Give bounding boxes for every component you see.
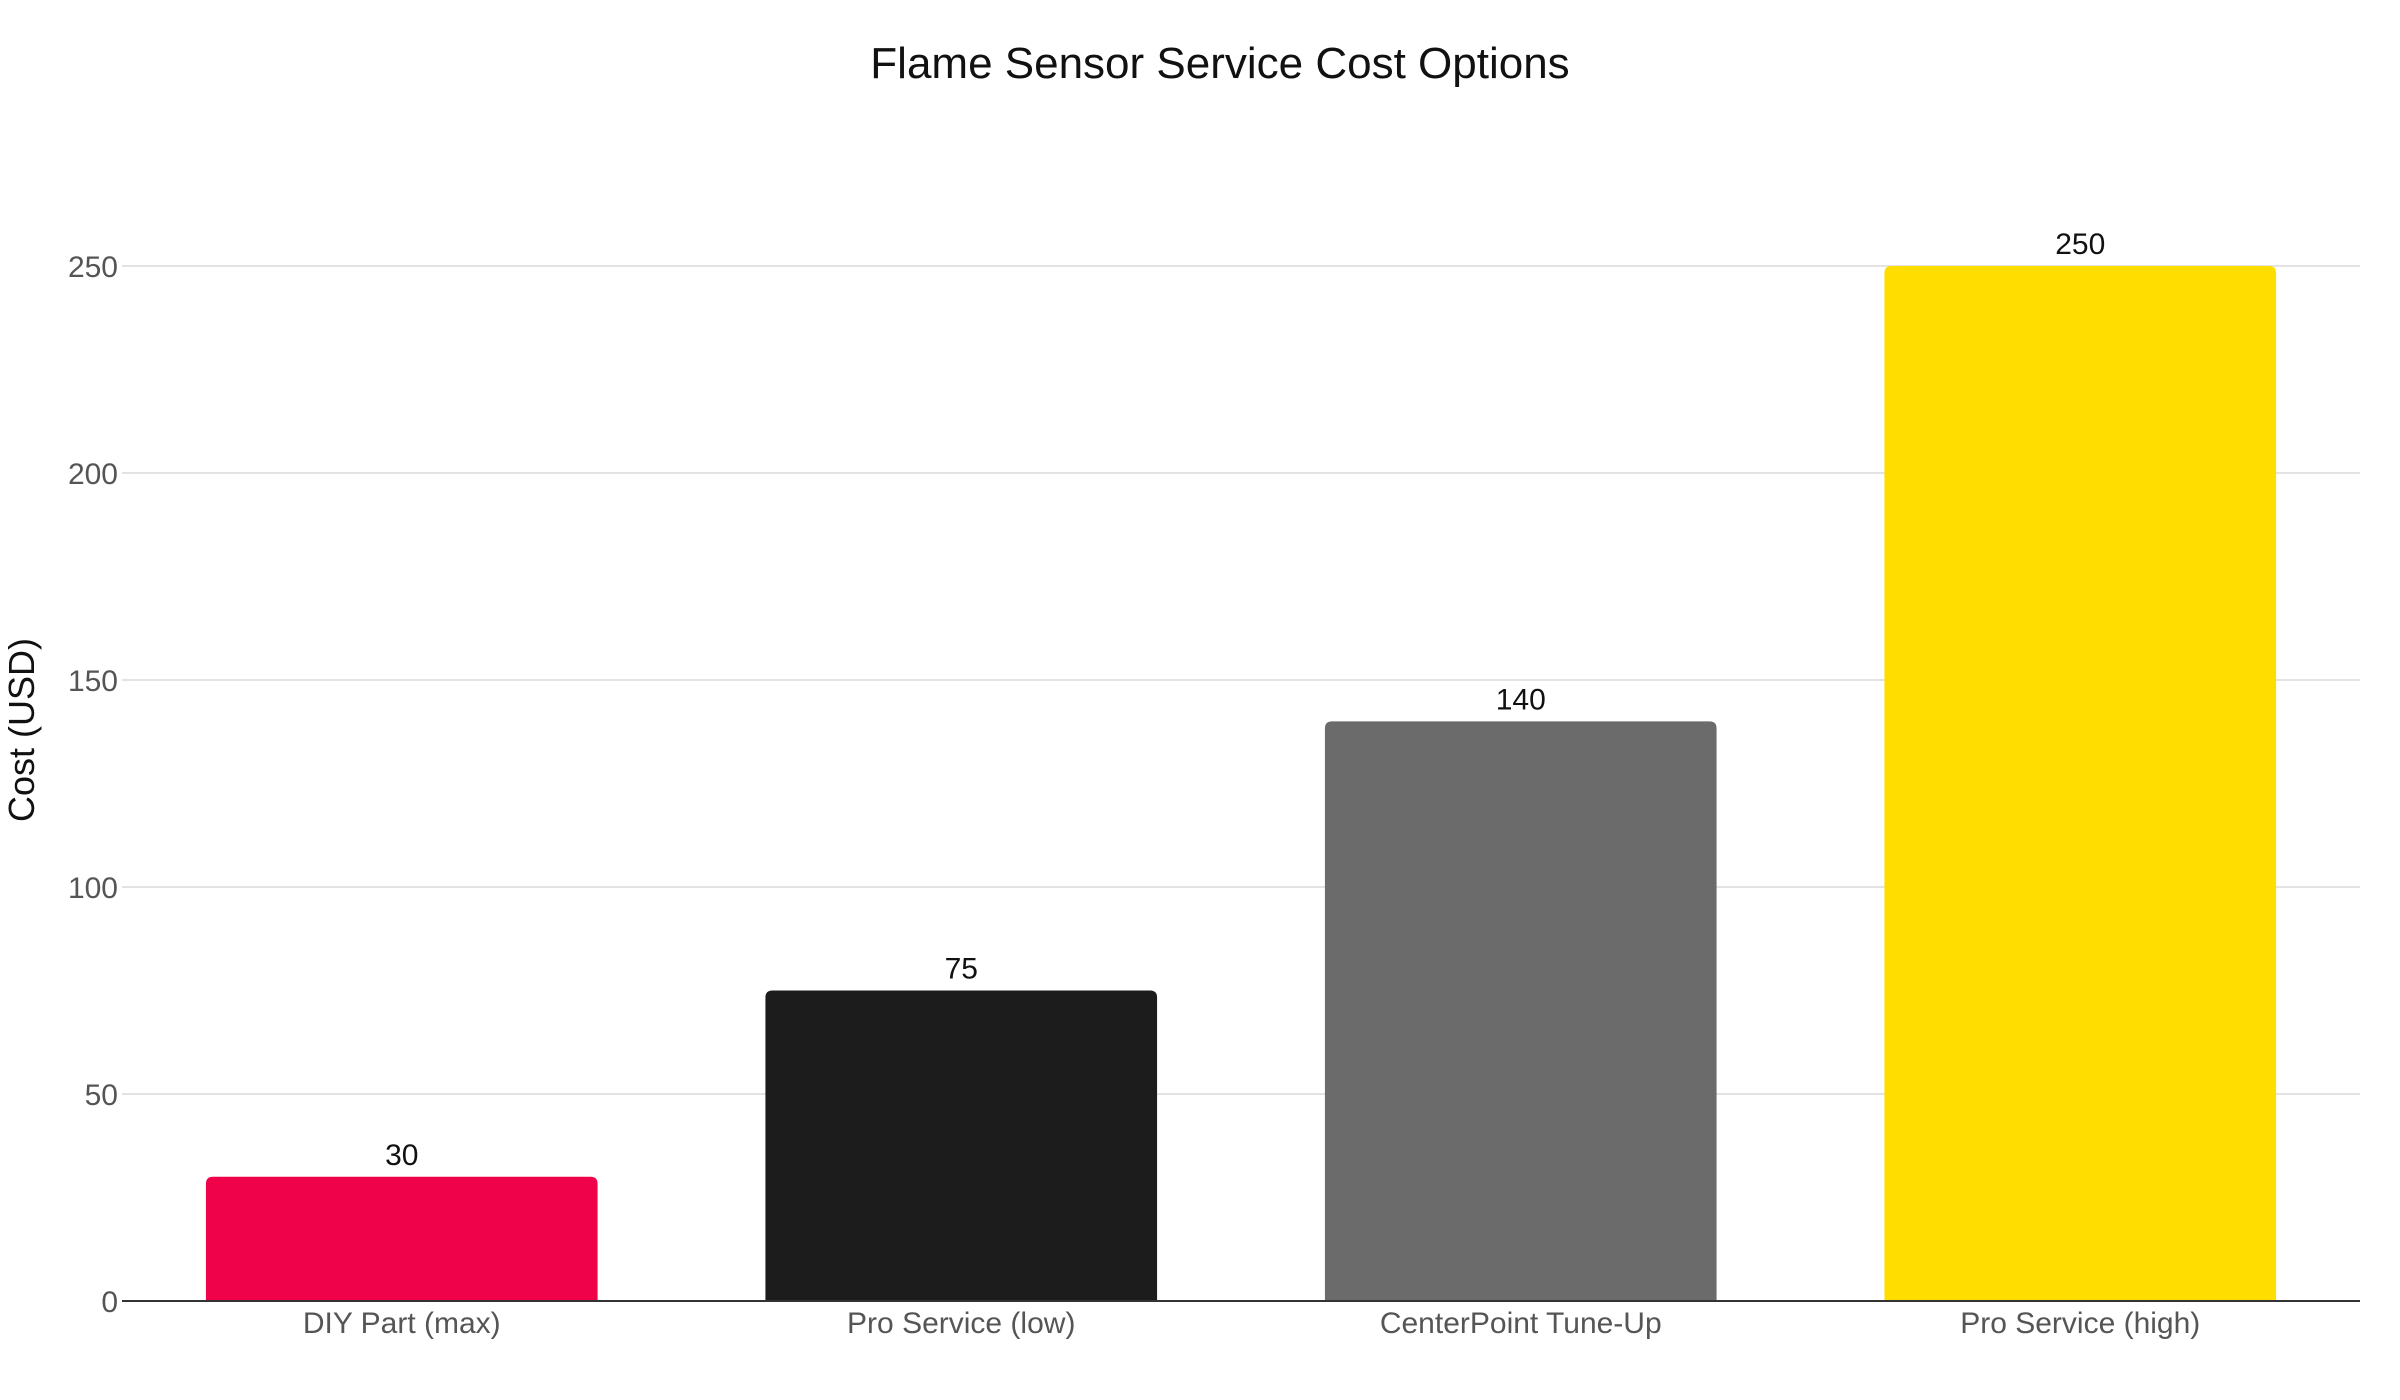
y-tick-label: 100 [68,872,118,905]
chart-title: Flame Sensor Service Cost Options [870,39,1569,88]
data-labels: 30 75 140 250 [385,228,2105,1172]
bar-value-label: 75 [945,953,978,986]
bars [205,266,2277,1301]
bar-value-label: 30 [385,1139,418,1172]
bar [1884,266,2277,1301]
x-tick-label: Pro Service (high) [1960,1307,2200,1340]
y-tick-label: 200 [68,458,118,491]
x-tick-label: CenterPoint Tune-Up [1380,1307,1662,1340]
x-axis-ticks: DIY Part (max) Pro Service (low) CenterPoi… [303,1307,2200,1340]
y-tick-label: 50 [85,1079,118,1112]
y-tick-label: 0 [101,1286,118,1319]
x-tick-label: Pro Service (low) [847,1307,1075,1340]
x-tick-label: DIY Part (max) [303,1307,501,1340]
bar [205,1176,598,1301]
y-tick-label: 150 [68,665,118,698]
y-axis-title: Cost (USD) [1,638,42,822]
bar-value-label: 140 [1496,683,1546,716]
y-axis-ticks: 0 50 100 150 200 250 [68,251,118,1319]
bar-value-label: 250 [2055,228,2105,261]
bar [1324,721,1717,1301]
bar [765,990,1158,1301]
y-tick-label: 250 [68,251,118,284]
